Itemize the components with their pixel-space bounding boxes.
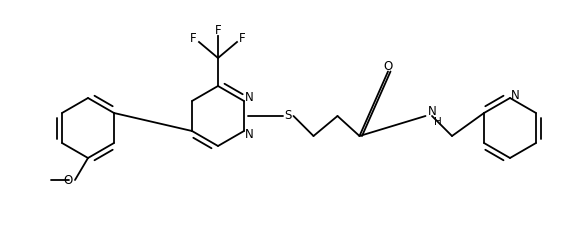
Text: F: F [215,24,221,37]
Text: O: O [383,60,393,73]
Text: F: F [190,32,197,45]
Text: N: N [428,105,436,119]
Text: N: N [511,89,520,102]
Text: O: O [64,174,73,187]
Text: F: F [239,32,246,45]
Text: N: N [245,91,254,104]
Text: H: H [434,117,442,127]
Text: N: N [245,128,254,141]
Text: S: S [284,109,292,123]
